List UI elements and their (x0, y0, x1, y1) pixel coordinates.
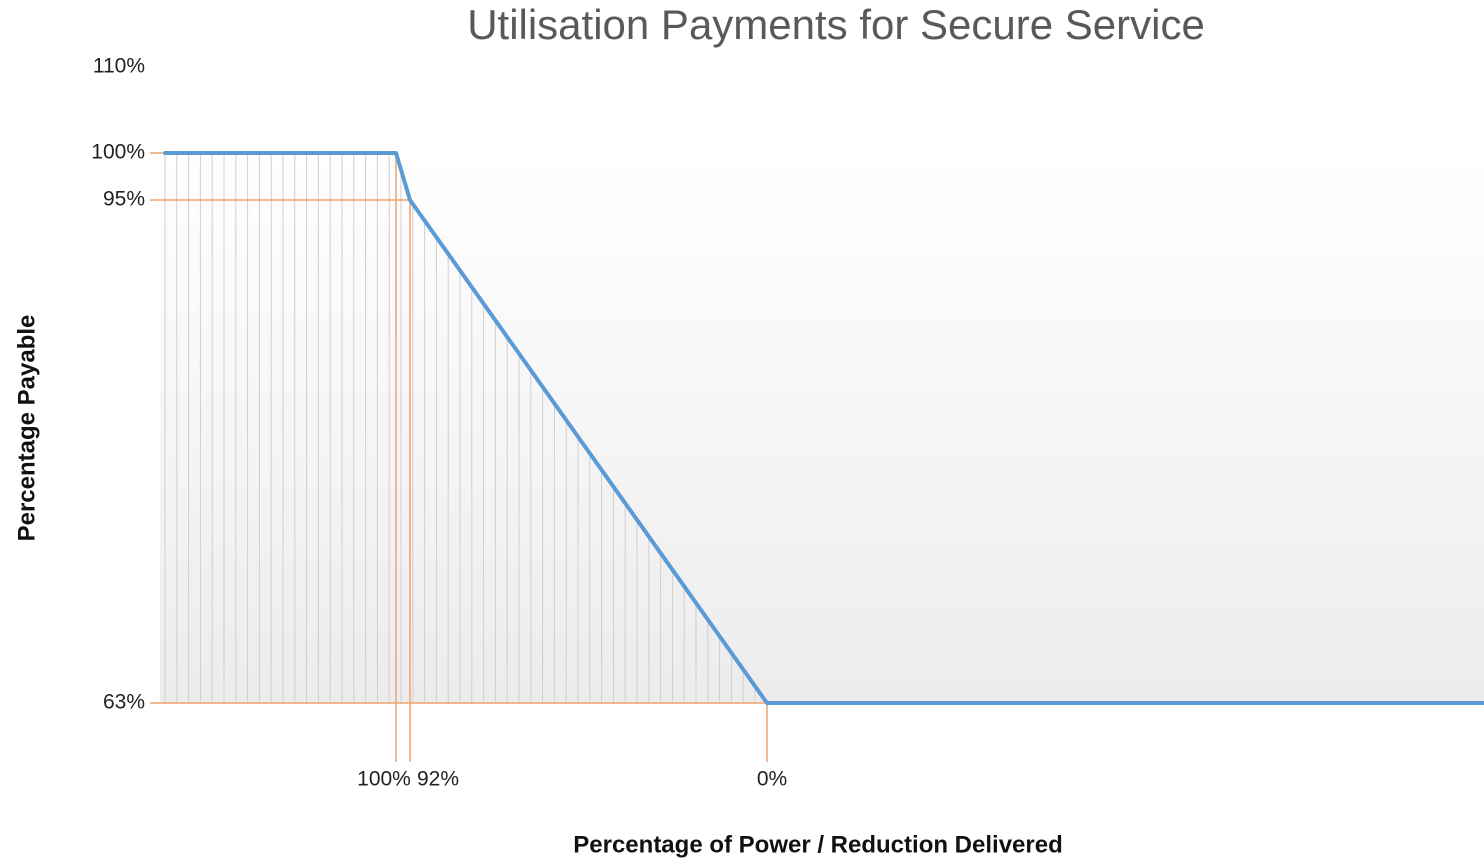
y-tick-label: 110% (93, 55, 145, 78)
x-axis-title: Percentage of Power / Reduction Delivere… (573, 831, 1062, 858)
y-tick-label: 100% (91, 141, 145, 164)
y-tick-label: 63% (103, 691, 145, 714)
plot-background (160, 150, 1484, 703)
chart-title: Utilisation Payments for Secure Service (467, 1, 1205, 48)
x-tick-label: 100% (357, 768, 411, 791)
x-tick-label: 92% (417, 768, 459, 791)
y-tick-label: 95% (103, 188, 145, 211)
y-axis-title: Percentage Payable (13, 315, 40, 542)
x-tick-label: 0% (757, 768, 787, 791)
line-series (163, 151, 1484, 705)
